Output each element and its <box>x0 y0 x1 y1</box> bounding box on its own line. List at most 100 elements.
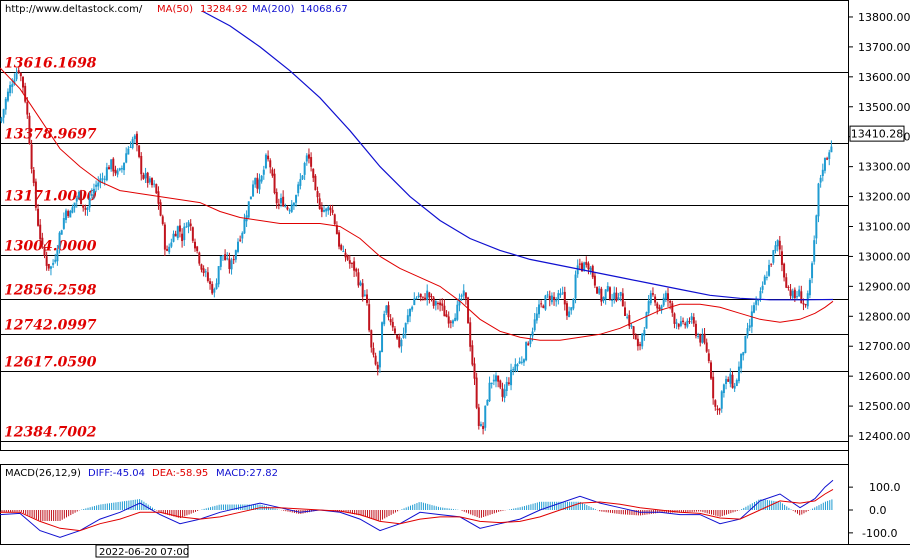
candle-body <box>660 305 663 311</box>
candle-body <box>791 290 794 298</box>
candle-body <box>47 263 50 269</box>
candle-body <box>194 241 196 249</box>
candle-body <box>346 255 349 260</box>
candle-body <box>615 292 618 301</box>
candle-body <box>56 249 59 262</box>
candle-body <box>202 268 205 274</box>
candle-body <box>643 329 646 336</box>
macd-value: MACD:27.82 <box>216 468 278 479</box>
candle-body <box>140 155 143 175</box>
candle-body <box>716 408 719 410</box>
candle-body <box>557 293 560 300</box>
candle-body <box>301 175 304 180</box>
candle-body <box>314 175 317 191</box>
moving-averages <box>0 10 834 341</box>
candle-body <box>757 299 760 301</box>
candle-body <box>602 297 605 301</box>
candle-body <box>737 366 740 382</box>
candle-body <box>733 385 736 389</box>
candle-body <box>518 361 521 364</box>
candle-body <box>383 313 386 325</box>
candle-body <box>297 184 300 194</box>
candle-body <box>391 321 394 328</box>
candle-body <box>587 263 590 270</box>
candle-body <box>778 240 781 250</box>
candle-body <box>735 379 738 387</box>
price-tick-label: 12700.00 <box>858 340 910 353</box>
price-tick-label: 13500.00 <box>858 101 910 114</box>
candle-body <box>133 135 136 140</box>
candle-body <box>514 364 517 371</box>
candle-body <box>641 333 644 347</box>
candle-body <box>828 152 831 160</box>
candle-body <box>581 263 583 272</box>
candle-body <box>262 169 265 175</box>
candle-body <box>385 305 388 313</box>
candle-body <box>131 139 134 148</box>
candle-body <box>176 226 179 239</box>
candle-body <box>288 210 291 212</box>
candle-body <box>479 423 482 427</box>
candle-body <box>372 347 375 355</box>
candle-body <box>705 342 708 352</box>
candle-body <box>522 359 525 363</box>
candle-body <box>333 214 336 225</box>
date-tag: 2022-06-20 07:00 <box>95 544 189 558</box>
candle-body <box>540 303 543 305</box>
ma200-value: 14068.67 <box>300 4 348 15</box>
candle-body <box>404 322 407 333</box>
candle-body <box>4 98 7 110</box>
candle-body <box>576 265 579 275</box>
candle-body <box>525 342 528 361</box>
candle-body <box>95 184 98 187</box>
candle-body <box>211 284 214 294</box>
candle-body <box>482 426 485 430</box>
candle-body <box>469 322 472 347</box>
candle-body <box>774 245 777 251</box>
candle-body <box>148 178 151 183</box>
candle-body <box>9 85 12 94</box>
candle-body <box>574 274 577 299</box>
candle-body <box>819 177 822 183</box>
candle-body <box>800 291 803 304</box>
candle-body <box>722 384 725 394</box>
candle-body <box>817 183 820 217</box>
candle-body <box>34 181 37 208</box>
candle-body <box>269 160 272 168</box>
candle-body <box>11 84 14 87</box>
candle-body <box>204 271 207 273</box>
candle-body <box>86 207 89 210</box>
candle-body <box>75 198 78 202</box>
macd-tick-label: 0.0 <box>869 504 887 517</box>
candle-body <box>598 288 601 294</box>
current-price-tag: 13410.28 <box>849 125 905 142</box>
candle-body <box>447 316 450 324</box>
candle-body <box>772 250 775 263</box>
candle-body <box>381 322 384 353</box>
level-label: 12856.2598 <box>4 283 97 299</box>
candle-body <box>553 296 556 300</box>
candle-body <box>393 328 396 334</box>
candle-body <box>125 153 128 163</box>
candle-body <box>260 175 263 182</box>
candle-body <box>499 380 502 388</box>
candle-body <box>80 190 83 205</box>
candle-body <box>267 155 270 160</box>
level-label: 13171.0000 <box>4 189 97 205</box>
candle-body <box>748 325 751 328</box>
candle-body <box>679 321 682 326</box>
candle-body <box>424 297 427 300</box>
candle-body <box>378 350 381 368</box>
candle-body <box>477 407 480 426</box>
current-price-label: 13410.28 <box>851 128 904 141</box>
candle-body <box>505 381 508 391</box>
candle-body <box>129 146 132 148</box>
candle-body <box>338 232 341 247</box>
candle-body <box>628 315 631 327</box>
date-tag-box <box>95 544 189 558</box>
candle-body <box>570 307 573 311</box>
candle-body <box>516 364 519 367</box>
candle-body <box>185 226 188 228</box>
candle-body <box>69 210 72 218</box>
